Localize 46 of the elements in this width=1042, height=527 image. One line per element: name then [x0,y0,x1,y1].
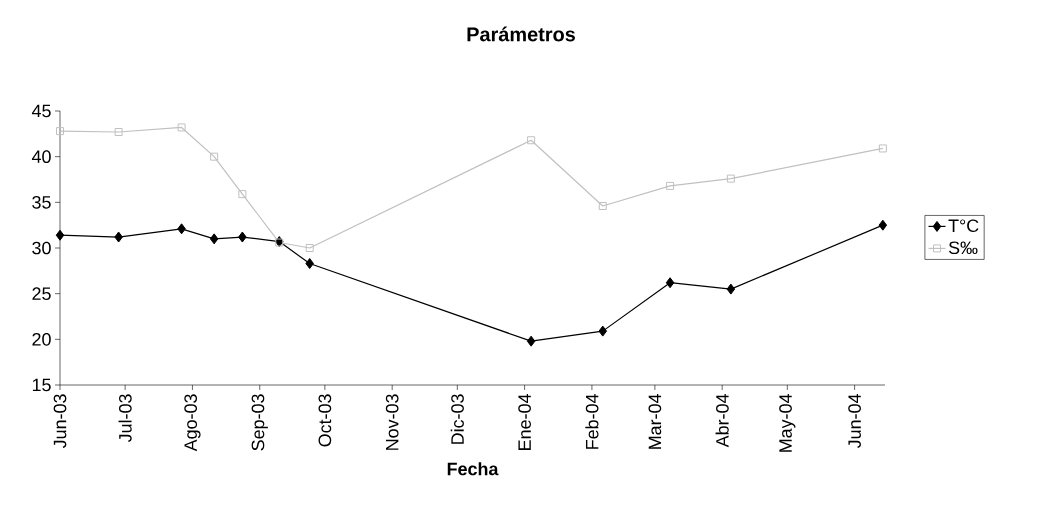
x-tick-label: Sep-03 [251,394,268,451]
point [878,144,887,153]
point [114,231,123,243]
x-axis-title: Fecha [447,462,499,476]
x-tick-label: Jul-03 [118,394,132,443]
point [177,223,186,235]
legend-label: S‰ [948,241,978,255]
x-tick-label: Ene-04 [518,394,531,450]
y-tick-label: 45 [31,104,51,118]
chart-title: Parámetros [467,26,575,42]
x-tick-label: Ago-03 [184,394,201,452]
point [665,277,675,289]
x-tick-label: Jun-04 [848,394,861,449]
point [526,335,536,347]
y-tick-label: 40 [31,150,51,164]
point [305,258,314,270]
y-tick-label: 35 [32,195,51,209]
point [726,174,735,183]
point [666,181,675,190]
point [598,325,608,337]
x-tick-label: Mar-04 [648,394,662,449]
point [878,219,888,231]
y-tick-label: 30 [32,241,51,255]
point [238,190,247,199]
point [114,128,123,137]
x-tick-label: Nov-03 [385,394,399,450]
point [527,136,536,145]
y-tick-label: 15 [32,378,51,392]
x-tick-label: May-04 [779,394,796,452]
point [726,283,736,295]
y-tick-label: 25 [32,287,51,301]
point [56,127,64,136]
x-tick-label: Oct-03 [318,394,332,447]
x-tick-label: Abr-04 [715,394,729,448]
x-tick-label: Jun-03 [53,394,67,449]
point [209,233,219,245]
point [177,123,186,132]
point [55,229,65,241]
point [238,231,247,243]
point [598,201,607,210]
y-tick-label: 20 [32,332,51,346]
x-tick-label: Feb-04 [585,394,599,449]
point [210,152,219,161]
legend-label: T°C [948,219,979,233]
x-tick-label: Dic-03 [450,394,464,444]
point [305,244,314,252]
